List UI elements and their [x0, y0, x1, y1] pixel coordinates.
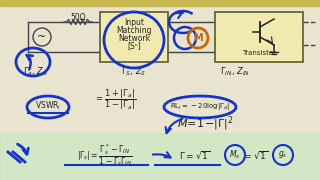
- Text: $\Gamma_a$, $Z_a$: $\Gamma_a$, $Z_a$: [23, 66, 47, 78]
- Text: 50Ω: 50Ω: [70, 12, 86, 21]
- Text: Matching: Matching: [116, 26, 152, 35]
- Text: $\mathrm{VSWR}_i$: $\mathrm{VSWR}_i$: [35, 100, 61, 112]
- Text: $\Gamma=\sqrt{1}$: $\Gamma=\sqrt{1}$: [179, 149, 211, 161]
- Text: $\Gamma_{IN}$, $Z_{IN}$: $\Gamma_{IN}$, $Z_{IN}$: [220, 66, 250, 78]
- Text: [Sⁿ]: [Sⁿ]: [127, 42, 141, 51]
- Text: $M_s$: $M_s$: [229, 149, 241, 161]
- Text: $M\!=\!1\!-\!|\Gamma|^2$: $M\!=\!1\!-\!|\Gamma|^2$: [177, 115, 233, 133]
- Circle shape: [33, 28, 51, 46]
- Text: $=\sqrt{1}$: $=\sqrt{1}$: [242, 149, 268, 161]
- FancyBboxPatch shape: [215, 12, 303, 62]
- Text: Network: Network: [118, 33, 150, 42]
- FancyBboxPatch shape: [100, 12, 168, 62]
- Bar: [0, 133, 320, 180]
- Text: Transistor: Transistor: [242, 50, 276, 56]
- Text: $=\dfrac{1+|\Gamma_a|}{1-|\Gamma_a|}$: $=\dfrac{1+|\Gamma_a|}{1-|\Gamma_a|}$: [94, 88, 136, 112]
- Text: Input: Input: [124, 17, 144, 26]
- Text: $\Gamma_S$, $Z_S$: $\Gamma_S$, $Z_S$: [121, 66, 147, 78]
- Text: $|\Gamma_s|=\dfrac{\Gamma_s^*-\Gamma_{IN}}{1-\Gamma_s\Gamma_{IN}}$: $|\Gamma_s|=\dfrac{\Gamma_s^*-\Gamma_{IN…: [77, 142, 133, 168]
- Text: ~: ~: [37, 32, 47, 42]
- Text: $\mathrm{RL}_i=-20\log|\Gamma_a|$: $\mathrm{RL}_i=-20\log|\Gamma_a|$: [170, 100, 230, 111]
- Text: $g_s$: $g_s$: [278, 150, 288, 161]
- Text: M: M: [193, 33, 203, 43]
- Bar: [0, 0, 320, 6]
